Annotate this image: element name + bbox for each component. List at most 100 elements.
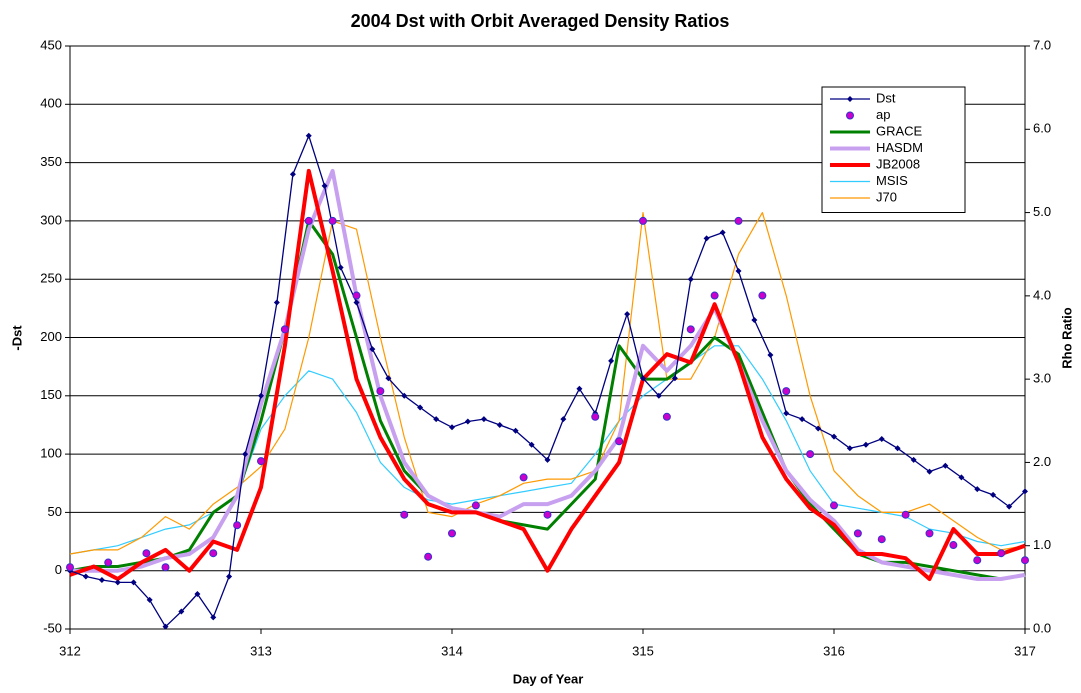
legend-marker xyxy=(846,111,854,120)
data-point xyxy=(639,216,647,225)
data-point xyxy=(543,510,552,519)
data-point xyxy=(830,501,838,510)
data-point xyxy=(130,579,137,586)
data-point xyxy=(400,510,409,519)
data-point xyxy=(337,264,344,271)
data-point xyxy=(480,416,487,423)
data-point xyxy=(925,529,934,538)
data-point xyxy=(662,412,671,421)
data-point xyxy=(997,549,1006,558)
data-point xyxy=(142,549,151,558)
data-point xyxy=(877,535,886,544)
data-point xyxy=(591,412,600,421)
data-point xyxy=(640,375,646,382)
data-point xyxy=(401,392,408,399)
y-tick-label: 0 xyxy=(55,562,62,577)
data-point xyxy=(226,573,233,580)
data-point xyxy=(289,171,296,178)
data-point xyxy=(942,462,949,469)
data-point xyxy=(146,596,153,603)
y-tick-label: -50 xyxy=(43,620,62,635)
x-tick-label: 317 xyxy=(1014,643,1036,658)
data-point xyxy=(385,375,392,382)
data-point xyxy=(973,556,982,565)
data-point xyxy=(209,549,218,558)
data-point xyxy=(815,425,822,432)
data-point xyxy=(449,424,455,431)
data-point xyxy=(901,510,910,519)
data-point xyxy=(560,416,567,423)
data-point xyxy=(655,392,662,399)
data-point xyxy=(304,216,313,225)
data-point xyxy=(1006,503,1013,510)
y2-tick-label: 0.0 xyxy=(1033,620,1051,635)
data-point xyxy=(910,456,917,463)
data-point xyxy=(544,456,551,463)
y2-tick-label: 3.0 xyxy=(1033,371,1051,386)
data-point xyxy=(949,541,958,550)
data-point xyxy=(734,216,743,225)
data-point xyxy=(82,573,89,580)
data-point xyxy=(161,563,170,572)
data-point xyxy=(448,529,456,538)
data-point xyxy=(305,132,312,139)
data-point xyxy=(703,235,710,242)
data-point xyxy=(862,441,869,448)
data-point xyxy=(990,491,997,498)
data-point xyxy=(496,421,503,428)
data-point xyxy=(615,437,624,446)
data-point xyxy=(576,385,583,392)
data-point xyxy=(926,468,933,475)
legend-label: Dst xyxy=(876,90,896,105)
legend-label: HASDM xyxy=(876,140,923,155)
data-point xyxy=(242,451,249,458)
data-point xyxy=(471,501,480,510)
data-point xyxy=(98,577,105,584)
x-tick-label: 313 xyxy=(250,643,272,658)
data-point xyxy=(806,450,815,459)
data-point xyxy=(1021,556,1029,565)
data-point xyxy=(710,291,719,300)
x-tick-label: 315 xyxy=(632,643,654,658)
y2-tick-label: 2.0 xyxy=(1033,454,1051,469)
data-point xyxy=(687,276,694,283)
data-point xyxy=(686,325,695,334)
series-line xyxy=(69,212,1026,555)
data-point xyxy=(782,387,791,396)
legend-label: ap xyxy=(876,107,890,122)
data-point xyxy=(853,529,862,538)
y-tick-label: 150 xyxy=(40,387,62,402)
data-point xyxy=(280,325,289,334)
y-tick-label: 300 xyxy=(40,212,62,227)
y-tick-label: 350 xyxy=(40,154,62,169)
data-point xyxy=(799,416,806,423)
data-point xyxy=(353,299,360,306)
data-point xyxy=(846,445,853,452)
data-point xyxy=(719,229,726,236)
y-tick-label: 450 xyxy=(40,37,62,52)
x-tick-label: 312 xyxy=(59,643,81,658)
y-tick-label: 50 xyxy=(48,504,62,519)
chart-title: 2004 Dst with Orbit Averaged Density Rat… xyxy=(351,11,730,31)
data-point xyxy=(831,433,837,440)
data-point xyxy=(512,427,519,434)
legend-label: GRACE xyxy=(876,123,923,138)
data-point xyxy=(958,474,965,481)
data-point xyxy=(433,416,440,423)
data-point xyxy=(894,445,901,452)
x-tick-label: 316 xyxy=(823,643,845,658)
data-point xyxy=(66,563,74,572)
data-point xyxy=(178,608,185,615)
data-point xyxy=(369,346,376,353)
y-tick-label: 400 xyxy=(40,96,62,111)
data-point xyxy=(233,521,242,530)
y-tick-label: 100 xyxy=(40,446,62,461)
data-point xyxy=(114,579,121,586)
y-tick-label: 200 xyxy=(40,329,62,344)
data-point xyxy=(328,216,337,225)
data-point xyxy=(974,486,981,493)
data-point xyxy=(352,291,361,300)
y-tick-label: 250 xyxy=(40,271,62,286)
data-point xyxy=(210,614,217,621)
